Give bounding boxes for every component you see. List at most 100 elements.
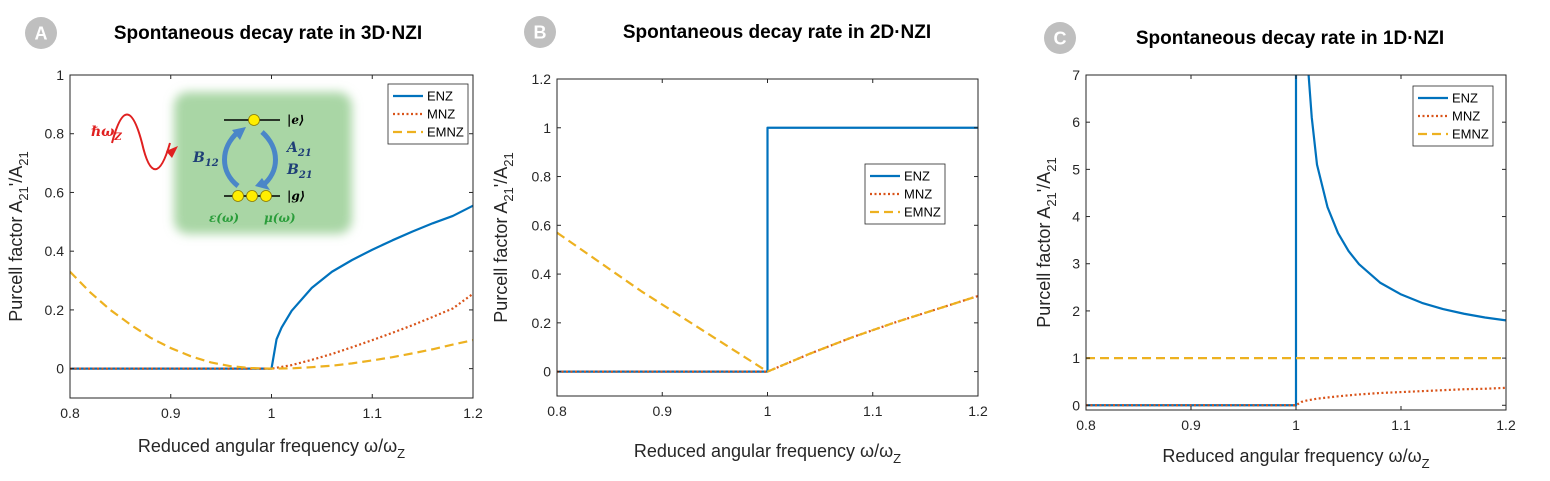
y-tick-label: 0 [56,361,64,377]
axes-c: 0.8 0.9 1 1.1 1.2 0 1 2 3 4 5 6 7 Reduced angular fre… [1034,67,1516,471]
y-tick-label: 0.8 [45,126,65,142]
legend-label-emnz: EMNZ [427,125,464,140]
panel-b: B Spontaneous decay rate in 2D·NZI 0.8 0.… [491,16,988,466]
x-tick-label: 1.1 [363,405,383,421]
emission-arrow [260,130,278,188]
y-tick-label: 0 [1072,397,1080,413]
series-line-enz [1086,75,1298,407]
series-group [1086,75,1506,407]
legend-label-enz: ENZ [904,169,930,184]
y-tick-label: 7 [1072,67,1080,83]
x-tick-label: 0.9 [161,405,181,421]
panel-b-title: Spontaneous decay rate in 2D·NZI [623,22,931,43]
x-axis-label: Reduced angular frequency ω/ωZ [634,441,901,466]
legend-label-enz: ENZ [427,89,453,104]
axes-a: 0.8 0.9 1 1.1 1.2 0 0.2 0.4 0.6 0.8 1 Reduced angul… [6,67,483,461]
b21-label: B21 [286,162,313,181]
x-tick-label: 0.8 [547,403,567,419]
permittivity-label: ε(ω) [209,211,239,225]
panel-badge-c-label: C [1054,29,1067,49]
y-tick-label: 0 [543,364,551,380]
x-tick-label: 0.8 [1076,417,1096,433]
y-axis-label: Purcell factor A21'/A21 [6,151,31,321]
series-line-enz [70,204,473,370]
excited-state-label: |e⟩ [287,113,304,127]
y-tick-label: 5 [1072,161,1080,177]
y-tick-label: 1 [1072,350,1080,366]
y-tick-label: 1 [56,67,64,83]
x-axis-label: Reduced angular frequency ω/ωZ [1162,446,1429,471]
y-tick-label: 2 [1072,303,1080,319]
absorption-arrow [222,130,240,188]
y-axis-label: Purcell factor A21'/A21 [1034,157,1059,327]
panel-a: A Spontaneous decay rate in 3D·NZI 0.8 0.… [6,17,483,461]
x-tick-label: 1.1 [863,403,883,419]
y-tick-label: 1 [543,120,551,136]
y-tick-label: 6 [1072,114,1080,130]
panel-badge-c [1044,22,1076,54]
b12-label: B12 [192,150,219,169]
panel-c: C Spontaneous decay rate in 1D·NZI 0.8 0.… [1034,22,1516,471]
photon-label: ℏωZ [91,124,123,143]
x-tick-label: 1.2 [968,403,988,419]
photon-wave [111,113,171,171]
y-tick-label: 0.4 [45,243,65,259]
legend: ENZ MNZ EMNZ [864,163,946,225]
photon-arrow [166,146,178,158]
y-tick-label: 0.4 [532,266,552,282]
series-line-mnz [1086,386,1506,407]
legend-label-emnz: EMNZ [904,205,941,220]
legend-label-enz: ENZ [1452,91,1478,106]
y-tick-label: 0.6 [532,217,552,233]
series-group [557,126,978,373]
x-tick-label: 1 [1292,417,1300,433]
y-tick-label: 0.8 [532,169,552,185]
series-group [70,204,473,370]
y-tick-label: 0.6 [45,184,65,200]
y-tick-label: 3 [1072,256,1080,272]
excited-electron [248,114,260,126]
y-tick-label: 4 [1072,209,1080,225]
panel-badge-a [25,17,57,49]
inset-background [174,92,352,234]
legend-label-mnz: MNZ [904,187,932,202]
y-tick-label: 1.2 [532,71,552,87]
inset-diagram: ℏωZ |e⟩ |g⟩ B12 A21 B21 ε(ω) μ(ω) [91,92,352,234]
permeability-label: μ(ω) [264,211,296,225]
y-axis-label: Purcell factor A21'/A21 [491,152,516,322]
x-tick-label: 0.9 [653,403,673,419]
legend-label-emnz: EMNZ [1452,127,1489,142]
legend: ENZ MNZ EMNZ [1412,85,1494,147]
legend: ENZ MNZ EMNZ [387,83,469,145]
x-tick-label: 1.1 [1391,417,1411,433]
panel-badge-b [524,16,556,48]
axes-b: 0.8 0.9 1 1.1 1.2 0 0.2 0.4 0.6 0.8 1 1.2 Reduced an… [491,71,988,466]
x-tick-label: 1.2 [463,405,483,421]
panel-badge-b-label: B [534,23,547,43]
x-tick-label: 1.2 [1496,417,1516,433]
absorption-arrowhead [232,127,246,140]
panel-badge-a-label: A [35,24,48,44]
ground-electron-3 [260,190,272,202]
series-line-emnz [70,270,473,370]
ground-electron-1 [232,190,244,202]
legend-label-mnz: MNZ [1452,109,1480,124]
ground-state-label: |g⟩ [287,189,305,203]
x-tick-label: 0.9 [1181,417,1201,433]
ground-electron-2 [246,190,258,202]
series-line-mnz [70,292,473,370]
legend-box [864,163,946,225]
x-tick-label: 1 [764,403,772,419]
x-tick-label: 0.8 [60,405,80,421]
a21-label: A21 [285,140,312,159]
y-tick-label: 0.2 [532,315,552,331]
emission-arrowhead [255,178,270,190]
x-tick-label: 1 [268,405,276,421]
series-line-emnz [557,231,978,373]
legend-label-mnz: MNZ [427,107,455,122]
panel-a-title: Spontaneous decay rate in 3D·NZI [114,23,422,44]
x-axis-label: Reduced angular frequency ω/ωZ [138,436,405,461]
series-line-enz [1307,75,1506,322]
legend-box [1412,85,1494,147]
